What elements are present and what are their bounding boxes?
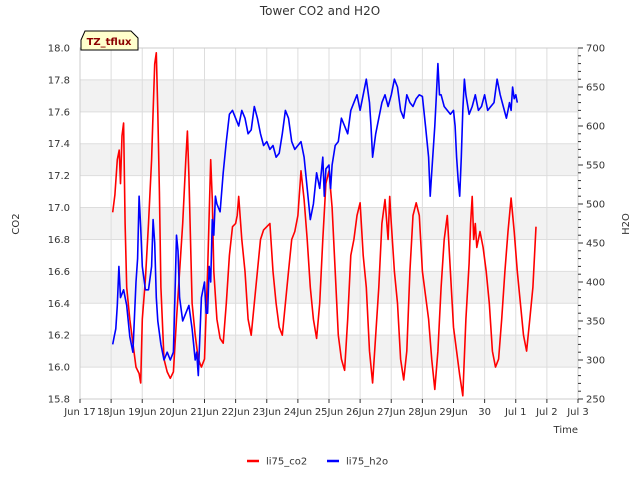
y-left-tick-label: 17.4 [48, 139, 70, 150]
y-left-tick-label: 15.8 [48, 395, 70, 406]
chart-title: Tower CO2 and H2O [259, 4, 380, 18]
site-badge-box [80, 30, 139, 51]
x-tick-label: Jul 3 [566, 407, 589, 418]
x-tick-label: Jul 2 [535, 407, 558, 418]
y-left-tick-label: 16.4 [48, 299, 70, 310]
x-tick-label: 19Jun [128, 407, 156, 418]
series-line-li75_h2o [111, 62, 519, 377]
y-left-tick-label: 17.6 [48, 107, 70, 118]
x-tick-label: 26Jun [346, 407, 374, 418]
y-right-tick-label: 550 [586, 161, 605, 172]
y-axis-right: 250 300 350 400 450 500 550 600 650 700 [578, 44, 605, 406]
y-left-tick-label: 17.8 [48, 75, 70, 86]
y-right-tick-label: 500 [586, 200, 605, 211]
y-left-tick-label: 16.0 [48, 363, 70, 374]
x-tick-label: Jul 1 [504, 407, 527, 418]
y-left-tick-label: 16.8 [48, 235, 70, 246]
series-line-li75_co2 [111, 52, 537, 397]
x-tick-label: 25Jun [315, 407, 343, 418]
y-left-tick-label: 16.2 [48, 331, 70, 342]
y-left-tick-label: 16.6 [48, 267, 70, 278]
y-right-tick-label: 600 [586, 122, 605, 133]
x-tick-label: 30 [478, 407, 491, 418]
x-tick-label: 22Jun [221, 407, 249, 418]
y-right-tick-label: 300 [586, 356, 605, 367]
legend-label-li75_h2o: li75_h2o [346, 457, 388, 468]
x-tick-label: 20Jun [159, 407, 187, 418]
x-tick-label: 29Jun [439, 407, 467, 418]
y-right-tick-label: 700 [586, 44, 605, 55]
legend-label-li75_co2: li75_co2 [266, 457, 307, 468]
site-badge: TZ_tflux [80, 30, 139, 51]
x-tick-label: 21Jun [190, 407, 218, 418]
y-axis-left-title: CO2 [11, 213, 22, 234]
y-right-tick-label: 350 [586, 317, 605, 328]
y-axis-right-title: H2O [621, 213, 632, 235]
y-left-tick-label: 17.2 [48, 171, 70, 182]
x-tick-label: 27Jun [377, 407, 405, 418]
x-tick-label: 28Jun [408, 407, 436, 418]
series-layer [111, 52, 537, 397]
y-axis-left: 15.8 16.0 16.2 16.4 16.6 16.8 17.0 17.2 17.4 17.6… [48, 44, 70, 406]
y-right-tick-label: 650 [586, 83, 605, 94]
y-left-tick-label: 18.0 [48, 44, 70, 55]
x-tick-label: 18Jun [97, 407, 125, 418]
y-right-tick-label: 450 [586, 239, 605, 250]
legend: li75_co2 li75_h2o [247, 457, 388, 468]
x-tick-label: Jun 17 [63, 407, 96, 418]
grid-lines [79, 47, 579, 400]
site-badge-label: TZ_tflux [87, 37, 132, 48]
x-axis: Jun 17 18Jun 19Jun 20Jun 21Jun 22Jun 23Jun 24Ju… [63, 399, 589, 418]
x-tick-label: 23Jun [253, 407, 281, 418]
y-right-tick-label: 400 [586, 278, 605, 289]
x-tick-label: 24Jun [284, 407, 312, 418]
y-right-tick-label: 250 [586, 395, 605, 406]
y-left-tick-label: 17.0 [48, 203, 70, 214]
x-axis-title: Time [553, 425, 578, 436]
